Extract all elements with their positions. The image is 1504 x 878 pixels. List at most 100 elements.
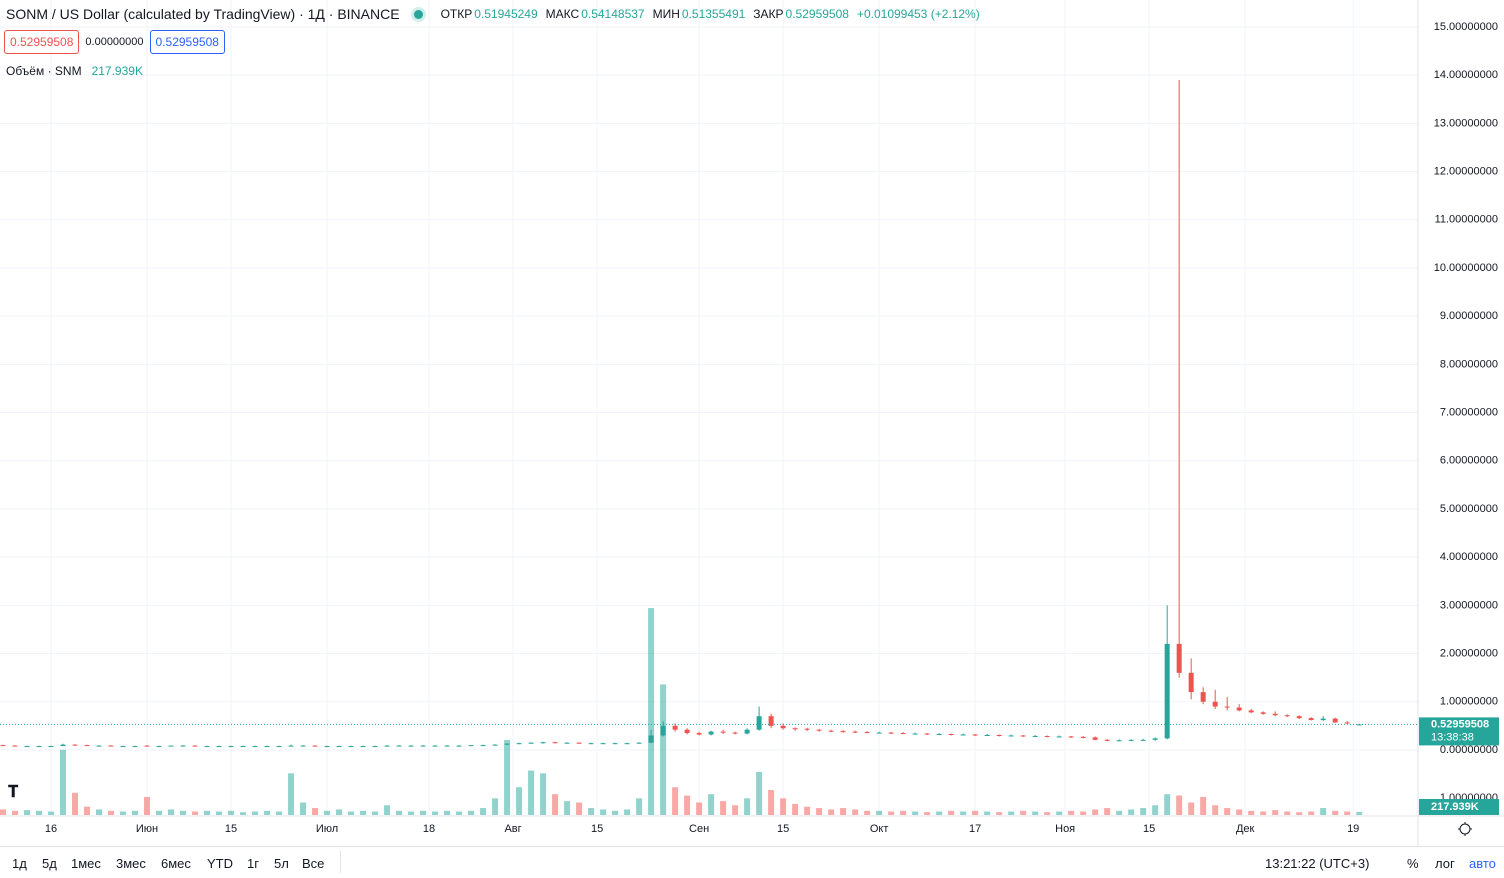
- volume-bar: [1212, 805, 1219, 815]
- volume-bar: [792, 803, 799, 815]
- volume-bar: [624, 809, 631, 815]
- volume-bar: [336, 809, 343, 815]
- range-button[interactable]: 1г: [247, 856, 259, 871]
- volume-bar: [636, 798, 643, 815]
- candle-body: [540, 742, 546, 744]
- candle-body: [1308, 718, 1314, 721]
- bid-box[interactable]: 0.52959508: [4, 30, 80, 54]
- candle-body: [60, 744, 66, 747]
- range-button[interactable]: Все: [302, 856, 325, 871]
- candle-body: [1212, 701, 1218, 707]
- candle-body: [1068, 736, 1074, 738]
- y-tick-label: 3.00000000: [1440, 599, 1498, 611]
- ask-box[interactable]: 0.52959508: [149, 30, 225, 54]
- range-button[interactable]: 5д: [42, 856, 57, 871]
- percent-toggle[interactable]: %: [1407, 856, 1419, 871]
- volume-bar: [228, 810, 235, 815]
- volume-bar: [96, 809, 103, 815]
- label: МАКС: [545, 7, 580, 21]
- value: 0.54148537: [581, 7, 645, 21]
- candle-body: [360, 746, 366, 748]
- range-button[interactable]: 5л: [274, 856, 289, 871]
- symbol-title[interactable]: SONM / US Dollar (calculated by TradingV…: [6, 6, 400, 22]
- volume-bar: [180, 810, 187, 815]
- volume-bar: [600, 809, 607, 815]
- y-tick-label: 0.00000000: [1440, 744, 1498, 756]
- candle-body: [144, 745, 150, 747]
- volume-value: 217.939K: [91, 64, 143, 78]
- range-button[interactable]: 3мес: [116, 856, 146, 871]
- change: +0.01099453 (+2.12%): [856, 7, 980, 21]
- volume-pane: [0, 608, 1363, 815]
- volume-bar: [924, 812, 931, 815]
- ohlc: ОТКР 0.51945249 МАКС 0.54148537 МИН 0.51355…: [441, 7, 986, 21]
- separator: [340, 851, 341, 873]
- log-toggle[interactable]: лог: [1435, 856, 1455, 871]
- candle-body: [168, 745, 174, 747]
- x-tick-label: 15: [591, 823, 603, 835]
- candle-body: [0, 745, 6, 747]
- candle-body: [444, 745, 450, 747]
- candle-body: [768, 716, 774, 726]
- volume-bar: [1128, 809, 1135, 815]
- x-tick-label: 15: [1143, 823, 1155, 835]
- volume-bar: [60, 749, 67, 815]
- range-button[interactable]: 6мес: [161, 856, 191, 871]
- volume-bar: [492, 798, 499, 815]
- volume-bar: [744, 798, 751, 815]
- candle-body: [636, 742, 642, 744]
- candle-body: [180, 745, 186, 747]
- range-button[interactable]: 1д: [12, 856, 27, 871]
- volume-bar: [456, 811, 463, 815]
- volume-bar: [504, 740, 511, 815]
- y-tick-label: 9.00000000: [1440, 310, 1498, 322]
- candle-body: [456, 745, 462, 747]
- candle-body: [624, 743, 630, 745]
- candle-body: [792, 728, 798, 730]
- volume-bar: [588, 808, 595, 815]
- y-tick-label: 12.00000000: [1434, 165, 1498, 177]
- y-tick-label: 5.00000000: [1440, 503, 1498, 515]
- y-tick-label: 7.00000000: [1440, 406, 1498, 418]
- x-tick-label: Июн: [136, 823, 158, 835]
- volume-bar: [864, 810, 871, 815]
- x-tick-label: 15: [777, 823, 789, 835]
- candle-body: [1344, 722, 1350, 724]
- candle-body: [1044, 735, 1050, 737]
- candles: [0, 80, 1418, 748]
- candle-body: [252, 746, 258, 748]
- header: SONM / US Dollar (calculated by TradingV…: [6, 6, 986, 22]
- candle-body: [324, 746, 330, 748]
- value: 0.51355491: [681, 7, 746, 21]
- volume-bar: [1140, 808, 1147, 815]
- x-tick-label: Авг: [504, 823, 521, 835]
- volume-bar: [540, 773, 547, 815]
- volume-title[interactable]: Объём · SNM: [6, 64, 82, 78]
- candle-body: [12, 745, 18, 747]
- volume-bar: [996, 812, 1003, 815]
- auto-toggle[interactable]: авто: [1469, 856, 1496, 871]
- volume-bar: [720, 801, 727, 815]
- candle-body: [204, 746, 210, 748]
- candle-body: [972, 734, 978, 736]
- volume-bar: [840, 808, 847, 815]
- volume-bar: [516, 787, 523, 815]
- range-button[interactable]: YTD: [207, 856, 233, 871]
- grid: [0, 0, 1418, 815]
- volume-bar: [1332, 810, 1339, 815]
- candle-body: [216, 746, 222, 748]
- candle-body: [480, 745, 486, 747]
- candle-body: [1128, 739, 1134, 741]
- volume-bar: [768, 790, 775, 815]
- label: ОТКР: [440, 7, 473, 21]
- candle-body: [504, 743, 510, 745]
- range-button[interactable]: 1мес: [71, 856, 101, 871]
- label: ЗАКР: [753, 7, 784, 21]
- volume-bar: [1032, 811, 1039, 815]
- volume-bar: [204, 810, 211, 815]
- volume-bar: [804, 806, 811, 815]
- volume-bar: [348, 811, 355, 815]
- candle-body: [840, 731, 846, 733]
- volume-badge: [1419, 799, 1499, 815]
